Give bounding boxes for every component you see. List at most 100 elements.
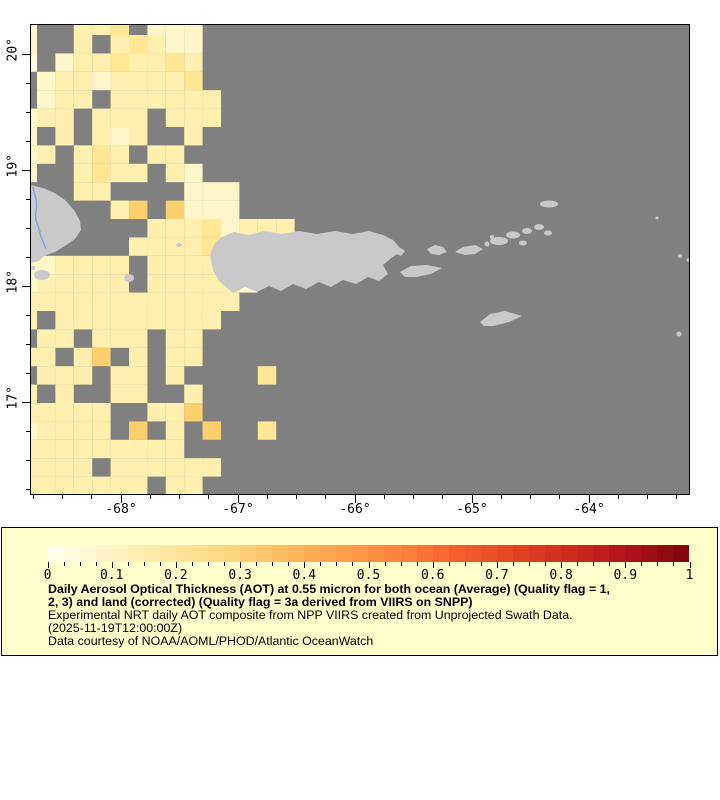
colorbar-segment [111,545,128,562]
aot-cell [129,329,148,348]
lon-minor-tick [383,495,385,499]
aot-cell [31,127,37,146]
colorbar-minor-tick [545,562,547,566]
aot-cell [110,292,129,311]
colorbar-segment [673,545,690,562]
colorbar-segment [175,545,192,562]
land-puerto-rico [210,231,405,293]
colorbar-segment [304,545,321,562]
lon-minor-tick [62,495,63,499]
colorbar-segment [352,545,369,562]
lon-minor-tick [266,495,268,499]
lon-minor-tick [325,495,327,499]
aot-cell [184,108,203,127]
colorbar-minor-tick [673,562,675,566]
land-islet-5 [686,258,689,262]
aot-cell [37,458,56,477]
colorbar-tick-label: 0.5 [356,568,381,583]
lat-tick-label: 18° [5,270,21,294]
aot-cell [55,311,74,330]
aot-cell [184,255,203,275]
aot-cell [73,163,93,183]
lat-minor-tick [26,430,30,432]
aot-cell [73,35,93,54]
colorbar-minor-tick [448,562,450,566]
aot-cell [165,329,185,348]
lon-minor-tick [296,495,297,499]
lat-minor-tick [26,343,30,345]
land-sombrero [655,216,659,220]
colorbar-segment [63,545,80,562]
aot-cell [37,71,56,91]
colorbar-segment [256,545,273,562]
aot-cell [129,476,148,494]
colorbar-segment [480,545,497,562]
colorbar-minor-tick [641,562,643,566]
aot-cell [92,108,111,127]
colorbar-minor-tick [609,562,611,566]
lon-tick-label: -66° [339,502,371,517]
aot-cell [55,255,74,275]
land-desecheo-island [176,243,182,247]
aot-cell [55,108,74,127]
aot-cell [165,366,185,385]
aot-cell [37,366,56,385]
colorbar-major-tick [561,562,563,568]
aot-cell [31,403,37,422]
colorbar-minor-tick [79,562,81,566]
aot-cell [37,403,56,422]
lon-major-tick [237,495,239,503]
aot-cell [31,53,37,72]
aot-cell [31,35,37,54]
aot-cell [165,476,185,494]
aot-cell [165,108,185,127]
aot-cell [165,25,185,35]
aot-cell [73,421,93,440]
land-islet-3 [544,230,552,236]
colorbar-minor-tick [416,562,418,566]
aot-cell [147,35,166,54]
land-mona-island [124,274,134,282]
lat-minor-tick [26,111,30,113]
aot-cell [31,292,37,311]
aot-cell [202,200,221,219]
map-canvas [31,25,689,494]
colorbar-major-tick [304,562,306,568]
aot-cell [202,458,221,477]
aot-cell [92,127,111,146]
colorbar-minor-tick [256,562,258,566]
aot-cell [202,182,221,201]
colorbar-major-tick [625,562,627,568]
aot-cell [165,145,185,164]
aot-cell [110,145,129,164]
aot-cell [147,311,166,330]
aot-cell [110,458,129,477]
aot-cell [129,35,148,54]
lon-tick-label: -67° [222,502,254,517]
aot-cell [55,90,74,109]
aot-cell [110,329,129,348]
aot-cell [147,458,166,477]
lon-major-tick [588,495,590,503]
aot-cell [73,347,93,367]
colorbar-tick-label: 0.8 [549,568,573,583]
aot-cell [110,200,129,219]
land-jost-van-dyke [506,231,520,239]
colorbar-minor-tick [593,562,595,566]
lon-minor-tick [91,495,93,499]
aot-cell [55,476,74,494]
colorbar-segment [464,545,481,562]
lat-minor-tick [26,82,30,84]
aot-cell [31,25,37,35]
lat-major-tick [22,401,30,403]
aot-cell [202,108,221,127]
aot-cell [37,329,56,348]
colorbar-minor-tick [143,562,145,566]
aot-cell [147,403,166,422]
aot-cell [257,366,277,385]
aot-cell [165,90,185,109]
aot-cell [184,311,203,330]
aot-cell [110,163,129,183]
aot-cell [165,403,185,422]
